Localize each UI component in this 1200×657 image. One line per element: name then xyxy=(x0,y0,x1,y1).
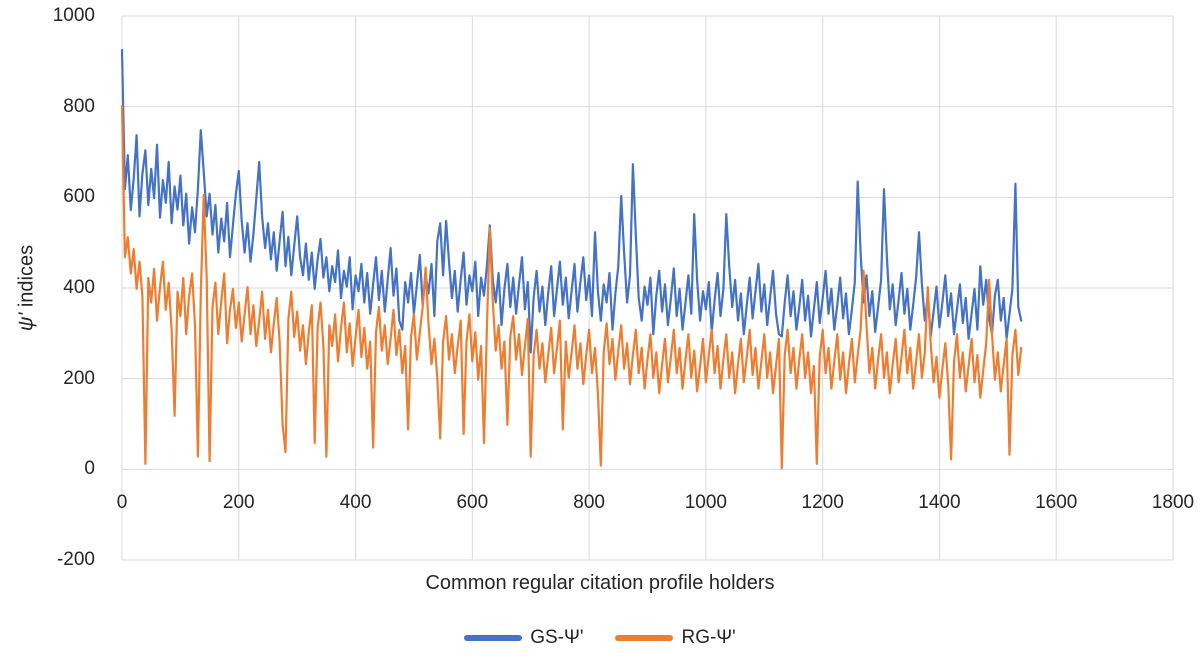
x-tick-label: 200 xyxy=(222,492,255,513)
y-tick-label: 600 xyxy=(63,186,95,208)
y-tick-label: -200 xyxy=(56,549,95,570)
y-axis-title-symbol: ψ' xyxy=(15,312,38,332)
rg-line-swatch-icon xyxy=(615,635,674,641)
y-tick-label: 0 xyxy=(84,458,95,480)
y-tick-label: 400 xyxy=(63,277,95,298)
y-axis-title: ψ' indices xyxy=(16,245,39,331)
x-tick-label: 1600 xyxy=(1035,492,1078,513)
x-tick-label: 1000 xyxy=(684,492,728,513)
legend-label-rg: RG-Ψ' xyxy=(681,627,736,648)
legend-item-gs: GS-Ψ' xyxy=(464,627,583,649)
x-tick-label: 1800 xyxy=(1151,492,1195,513)
gs-line-swatch-icon xyxy=(464,635,523,641)
legend-item-rg: RG-Ψ' xyxy=(615,627,736,649)
x-tick-label: 1200 xyxy=(801,492,844,513)
y-tick-label: 1000 xyxy=(52,5,95,26)
x-tick-label: 800 xyxy=(573,492,605,513)
y-axis-title-text: indices xyxy=(15,244,38,313)
x-tick-label: 0 xyxy=(116,492,128,513)
y-tick-label: 800 xyxy=(63,95,95,117)
y-tick-label: 200 xyxy=(63,367,95,389)
x-tick-label: 600 xyxy=(456,492,489,513)
x-axis-title: Common regular citation profile holders xyxy=(425,572,775,594)
x-tick-label: 400 xyxy=(339,492,372,513)
x-tick-label: 1400 xyxy=(918,492,961,513)
series-line-gs xyxy=(120,48,1023,354)
legend: GS-Ψ' RG-Ψ' xyxy=(0,627,1200,649)
series-line-rg xyxy=(120,104,1023,470)
legend-label-gs: GS-Ψ' xyxy=(530,627,584,648)
